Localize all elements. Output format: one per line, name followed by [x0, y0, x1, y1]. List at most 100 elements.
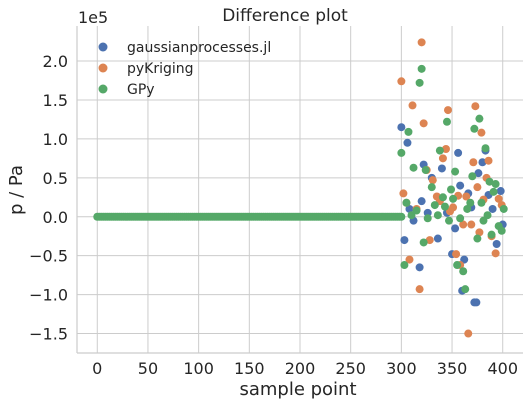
- series-0-point: [472, 298, 481, 307]
- x-tick-label: 350: [437, 359, 468, 378]
- series-2-point: [433, 211, 442, 220]
- series-0-point: [403, 138, 412, 147]
- series-2-point: [427, 183, 436, 192]
- series-2-point: [409, 163, 418, 172]
- series-2-point: [419, 238, 428, 247]
- series-2-point: [483, 211, 492, 220]
- series-1-point: [471, 102, 480, 111]
- series-1-point: [469, 158, 478, 167]
- y-tick-label: 0.0: [43, 208, 68, 227]
- series-2-point: [477, 198, 486, 207]
- series-2-point: [412, 206, 421, 215]
- series-0-point: [451, 224, 460, 233]
- series-1-point: [491, 249, 500, 258]
- series-1-point: [467, 220, 476, 229]
- series-1-point: [484, 156, 493, 165]
- x-tick-label: 50: [138, 359, 158, 378]
- series-2-point: [421, 166, 430, 175]
- series-0-point: [474, 169, 483, 178]
- series-1-point: [459, 220, 468, 229]
- series-2-point: [479, 216, 488, 225]
- series-2-point: [423, 214, 432, 223]
- series-1-point: [443, 106, 452, 115]
- series-0-point: [454, 148, 463, 157]
- series-2-point: [463, 204, 472, 213]
- y-tick-label: −1.5: [29, 325, 68, 344]
- tick-labels: 0 50 100 150 200 250 300 350 400 −1.5 −1.0 −0.5 0.0 0…: [29, 52, 518, 378]
- series-2-point: [489, 187, 498, 196]
- series-0-point: [405, 204, 414, 213]
- y-axis-title: p / Pa: [6, 165, 27, 215]
- series-0-point: [488, 204, 497, 213]
- series-1-point: [415, 285, 424, 294]
- series-0-point: [433, 234, 442, 243]
- series-1-point: [438, 154, 447, 163]
- series-2-point: [497, 226, 506, 235]
- series-2-point: [407, 211, 416, 220]
- legend-marker-gaussianprocesses: [98, 42, 108, 52]
- series-2-point: [449, 194, 458, 203]
- x-tick-label: 250: [335, 359, 366, 378]
- x-tick-label: 400: [487, 359, 518, 378]
- series-1-point: [441, 145, 450, 154]
- series-1-point: [473, 183, 482, 192]
- data-points: [397, 38, 508, 338]
- series-1-point: [477, 128, 486, 137]
- series-0-point: [437, 164, 446, 173]
- legend-label-gpy: GPy: [127, 82, 155, 98]
- series-0-point: [417, 197, 426, 206]
- series-2-point: [456, 214, 465, 223]
- x-tick-label: 200: [285, 359, 316, 378]
- series-1-point: [397, 77, 406, 86]
- y-tick-label: 1.5: [43, 91, 68, 110]
- series-2-point: [438, 193, 447, 202]
- y-tick-label: 2.0: [43, 52, 68, 71]
- series-0-point: [400, 236, 409, 245]
- series-1-point: [428, 176, 437, 185]
- legend-label-pykriging: pyKriging: [127, 61, 194, 77]
- series-2-point: [459, 267, 468, 276]
- series-2-point: [461, 285, 470, 294]
- series-2-point: [402, 198, 411, 207]
- series-2-point: [445, 216, 454, 225]
- series-0-point: [496, 187, 505, 196]
- series-0-point: [460, 255, 469, 264]
- series-2-point: [451, 167, 460, 176]
- legend-marker-pykriging: [98, 63, 108, 73]
- series-2-point: [491, 180, 500, 189]
- series-2-point: [404, 127, 413, 136]
- x-tick-label: 0: [92, 359, 102, 378]
- x-tick-label: 100: [183, 359, 214, 378]
- y-tick-label: −0.5: [29, 247, 68, 266]
- series-1-point: [449, 203, 458, 212]
- series-1-point: [452, 250, 461, 259]
- series-2-point: [470, 124, 479, 133]
- x-axis-title: sample point: [239, 379, 356, 400]
- series-1-point: [417, 38, 426, 47]
- series-1-point: [405, 255, 414, 264]
- x-tick-label: 150: [234, 359, 265, 378]
- series-1-point: [408, 101, 417, 110]
- series-2-point: [400, 261, 409, 270]
- y-tick-label: 1.0: [43, 130, 68, 149]
- series-0-point: [397, 123, 406, 132]
- x-tick-label: 300: [386, 359, 417, 378]
- legend: gaussianprocesses.jl pyKriging GPy: [98, 40, 271, 98]
- series-2-point: [485, 177, 494, 186]
- series-2-point: [397, 148, 406, 157]
- series-1-point: [464, 329, 473, 338]
- y-offset-label: 1e5: [78, 8, 108, 27]
- series-2-point: [475, 114, 484, 123]
- series-2-point: [440, 202, 449, 211]
- series-2-point: [468, 172, 477, 181]
- chart-title: Difference plot: [222, 6, 348, 26]
- series-2-point: [499, 204, 508, 213]
- series-2-point: [415, 78, 424, 87]
- y-tick-label: 0.5: [43, 169, 68, 188]
- baseline-band: [93, 212, 406, 221]
- series-0-point: [492, 240, 501, 248]
- legend-label-gaussianprocesses: gaussianprocesses.jl: [127, 40, 271, 56]
- axes: [76, 26, 523, 354]
- series-1-point: [475, 228, 484, 237]
